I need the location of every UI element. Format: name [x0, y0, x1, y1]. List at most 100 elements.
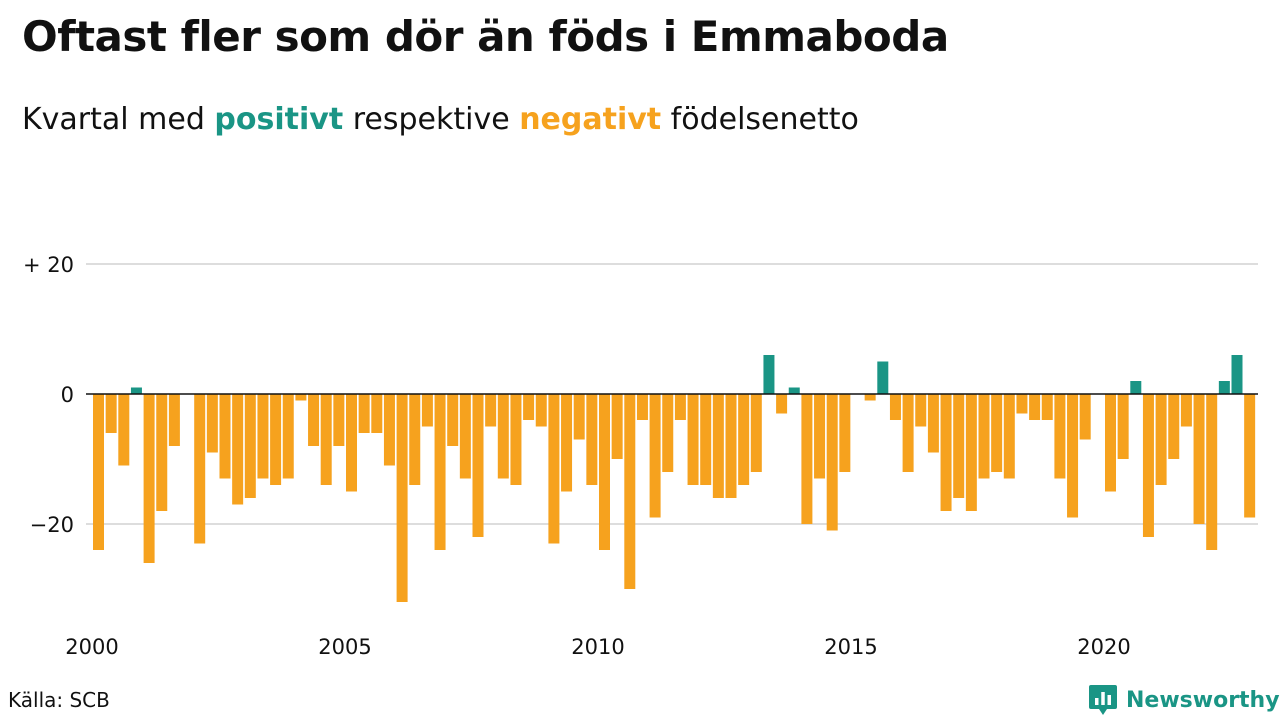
negative-bar: [1041, 394, 1053, 420]
negative-bar: [599, 394, 610, 550]
negative-bar: [118, 394, 130, 466]
negative-bar: [497, 394, 509, 479]
negative-bar: [396, 394, 408, 602]
negative-bar: [1206, 394, 1218, 550]
negative-bar: [902, 394, 914, 472]
negative-bar: [700, 394, 712, 485]
negative-bar: [940, 394, 952, 511]
positive-bar: [1130, 381, 1142, 394]
positive-bar: [788, 387, 800, 394]
positive-bar: [877, 361, 889, 394]
negative-bar: [447, 394, 459, 446]
negative-bar: [586, 394, 598, 485]
subtitle-prefix: Kvartal med: [22, 102, 215, 137]
negative-bar: [371, 394, 383, 433]
negative-bar: [472, 394, 484, 537]
negative-bar: [725, 394, 737, 498]
negative-bar: [864, 394, 876, 401]
bar-chart: + 20 0 −20 2000 2005 2010 2015 2020: [23, 253, 1258, 659]
negative-bar: [270, 394, 282, 485]
negative-bar: [1054, 394, 1066, 479]
negative-bar: [965, 394, 977, 511]
x-axis-ticks: 2000 2005 2010 2015 2020: [65, 635, 1130, 659]
x-tick-label: 2000: [65, 635, 118, 659]
negative-bar: [561, 394, 573, 492]
negative-bar: [687, 394, 699, 485]
negative-bar: [434, 394, 446, 550]
negative-bar: [156, 394, 168, 511]
bars: [93, 355, 1256, 602]
gridlines: [86, 263, 1258, 525]
negative-bar: [1079, 394, 1091, 440]
negative-bar: [346, 394, 357, 492]
negative-bar: [738, 394, 750, 485]
subtitle-middle: respektive: [343, 102, 520, 137]
negative-bar: [826, 394, 838, 531]
x-tick-label: 2005: [318, 635, 371, 659]
positive-bar: [763, 355, 775, 394]
negative-bar: [776, 394, 788, 414]
newsworthy-brand[interactable]: Newsworthy: [1088, 683, 1280, 717]
negative-bar: [801, 394, 813, 524]
negative-bar: [1105, 394, 1116, 492]
newsworthy-logo-icon: [1089, 685, 1117, 715]
negative-bar: [257, 394, 269, 479]
subtitle-negative-word: negativt: [519, 102, 662, 137]
negative-bar: [358, 394, 370, 433]
negative-bar: [548, 394, 560, 544]
negative-bar: [1180, 394, 1192, 427]
negative-bar: [1193, 394, 1205, 524]
x-tick-label: 2020: [1077, 635, 1130, 659]
y-tick-label: −20: [30, 513, 74, 537]
negative-bar: [219, 394, 231, 479]
negative-bar: [712, 394, 724, 498]
negative-bar: [282, 394, 294, 479]
negative-bar: [244, 394, 256, 498]
negative-bar: [1003, 394, 1015, 479]
negative-bar: [523, 394, 535, 420]
negative-bar: [611, 394, 623, 459]
negative-bar: [143, 394, 155, 563]
negative-bar: [573, 394, 585, 440]
subtitle-positive-word: positivt: [214, 102, 344, 137]
negative-bar: [927, 394, 939, 453]
negative-bar: [308, 394, 320, 446]
negative-bar: [105, 394, 117, 433]
negative-bar: [295, 394, 307, 401]
x-tick-label: 2015: [824, 635, 877, 659]
negative-bar: [206, 394, 218, 453]
x-tick-label: 2010: [571, 635, 624, 659]
negative-bar: [232, 394, 244, 505]
positive-bar: [1231, 355, 1243, 394]
source-note: Källa: SCB: [8, 688, 110, 712]
negative-bar: [750, 394, 762, 472]
negative-bar: [409, 394, 421, 485]
negative-bar: [636, 394, 648, 420]
negative-bar: [93, 394, 104, 550]
negative-bar: [915, 394, 927, 427]
negative-bar: [978, 394, 990, 479]
negative-bar: [333, 394, 345, 446]
negative-bar: [194, 394, 206, 544]
negative-bar: [510, 394, 522, 485]
negative-bar: [383, 394, 395, 466]
positive-bar: [1218, 381, 1230, 394]
y-tick-label: + 20: [23, 253, 74, 277]
negative-bar: [535, 394, 547, 427]
chart-title: Oftast fler som dör än föds i Emmaboda: [22, 12, 949, 61]
negative-bar: [814, 394, 826, 479]
negative-bar: [1117, 394, 1129, 459]
negative-bar: [1142, 394, 1154, 537]
negative-bar: [1016, 394, 1028, 414]
negative-bar: [1067, 394, 1079, 518]
y-tick-label: 0: [61, 383, 74, 407]
negative-bar: [1168, 394, 1180, 459]
positive-bar: [130, 387, 142, 394]
negative-bar: [320, 394, 332, 485]
negative-bar: [624, 394, 636, 589]
negative-bar: [168, 394, 180, 446]
negative-bar: [674, 394, 686, 420]
brand-name: Newsworthy: [1126, 687, 1280, 713]
negative-bar: [459, 394, 471, 479]
negative-bar: [1244, 394, 1256, 518]
